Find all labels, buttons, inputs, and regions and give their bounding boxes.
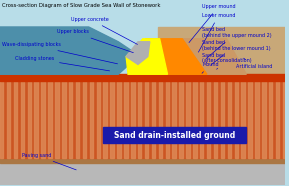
Bar bbox=[117, 81, 121, 158]
Bar bbox=[214, 81, 217, 158]
Polygon shape bbox=[126, 39, 168, 74]
Bar bbox=[62, 81, 66, 158]
Bar bbox=[0, 81, 3, 158]
Bar bbox=[152, 81, 155, 158]
Bar bbox=[145, 81, 148, 158]
Text: Sand bed
(behind the lower mound 1): Sand bed (behind the lower mound 1) bbox=[202, 40, 271, 65]
Text: Sand drain-installed ground: Sand drain-installed ground bbox=[114, 131, 236, 140]
Text: Mound: Mound bbox=[202, 62, 219, 73]
Bar bbox=[255, 81, 259, 158]
Bar bbox=[131, 81, 134, 158]
Polygon shape bbox=[153, 39, 246, 74]
Text: Lower mound: Lower mound bbox=[199, 13, 236, 52]
Bar bbox=[103, 81, 107, 158]
Bar bbox=[7, 81, 10, 158]
Text: Paving sand: Paving sand bbox=[22, 153, 76, 170]
Bar bbox=[179, 81, 183, 158]
Bar bbox=[21, 81, 24, 158]
Bar bbox=[166, 81, 169, 158]
Bar bbox=[221, 81, 224, 158]
Bar bbox=[0, 158, 285, 163]
Bar bbox=[55, 81, 59, 158]
Text: Wave-dissipating blocks: Wave-dissipating blocks bbox=[2, 42, 118, 64]
Bar bbox=[138, 81, 141, 158]
Polygon shape bbox=[0, 27, 138, 74]
Text: Artificial island: Artificial island bbox=[236, 58, 273, 69]
Bar bbox=[262, 81, 266, 158]
Text: Cross-section Diagram of Slow Grade Sea Wall of Stonework: Cross-section Diagram of Slow Grade Sea … bbox=[2, 3, 160, 8]
Bar bbox=[248, 81, 252, 158]
Polygon shape bbox=[0, 61, 118, 81]
Text: Upper concrete: Upper concrete bbox=[71, 17, 138, 44]
Bar bbox=[34, 81, 38, 158]
Bar bbox=[110, 81, 114, 158]
Text: Sand bed
(after consolidation): Sand bed (after consolidation) bbox=[202, 53, 252, 69]
Text: Upper blocks: Upper blocks bbox=[57, 29, 133, 53]
Polygon shape bbox=[158, 27, 285, 74]
Bar bbox=[269, 81, 273, 158]
Bar bbox=[234, 81, 238, 158]
Bar bbox=[90, 81, 93, 158]
Bar bbox=[193, 81, 197, 158]
Bar bbox=[97, 81, 100, 158]
Bar bbox=[14, 81, 17, 158]
Bar bbox=[69, 81, 73, 158]
Bar bbox=[48, 81, 52, 158]
Bar bbox=[186, 81, 190, 158]
Bar bbox=[228, 81, 231, 158]
Bar bbox=[41, 81, 45, 158]
Bar bbox=[76, 81, 79, 158]
Bar bbox=[159, 81, 162, 158]
Bar bbox=[0, 81, 285, 158]
Bar bbox=[283, 81, 286, 158]
Bar bbox=[83, 81, 86, 158]
Bar bbox=[200, 81, 203, 158]
Polygon shape bbox=[128, 39, 207, 74]
Text: Sand bed
(behind the upper mound 2): Sand bed (behind the upper mound 2) bbox=[202, 27, 272, 59]
Bar bbox=[207, 81, 210, 158]
Bar bbox=[27, 81, 31, 158]
Bar bbox=[241, 81, 245, 158]
Bar bbox=[103, 127, 246, 143]
Bar bbox=[276, 81, 279, 158]
Polygon shape bbox=[126, 42, 150, 64]
Bar bbox=[124, 81, 128, 158]
Polygon shape bbox=[0, 74, 285, 81]
Text: Cladding stones: Cladding stones bbox=[15, 56, 110, 71]
Bar bbox=[173, 81, 176, 158]
Bar bbox=[0, 163, 285, 185]
Text: Upper mound: Upper mound bbox=[189, 4, 236, 43]
